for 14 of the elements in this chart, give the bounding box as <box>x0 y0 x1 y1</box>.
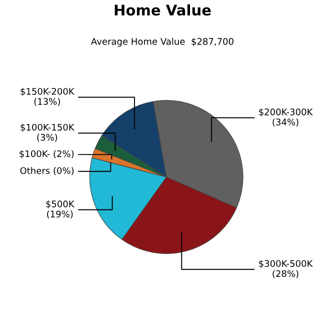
slice-label: $300K-500K <box>259 260 313 268</box>
slice-label: $500K <box>46 200 75 209</box>
chart-title: Home Value <box>114 4 211 16</box>
slice-label: $150K-200K <box>20 88 75 96</box>
data-label: (3%) <box>37 134 58 142</box>
legend-label: Others (0%) <box>20 167 74 176</box>
data-label: (19%) <box>47 210 73 219</box>
slice-label: $100K-150K <box>20 124 75 132</box>
slice-label: $100K- (2%) <box>20 150 74 158</box>
data-label: (28%) <box>272 270 298 278</box>
data-label: (13%) <box>34 98 60 106</box>
data-label: (34%) <box>272 118 298 126</box>
slice-label: $200K-300K <box>259 108 313 117</box>
chart-subtitle: Average Home Value $287,700 <box>91 38 234 47</box>
